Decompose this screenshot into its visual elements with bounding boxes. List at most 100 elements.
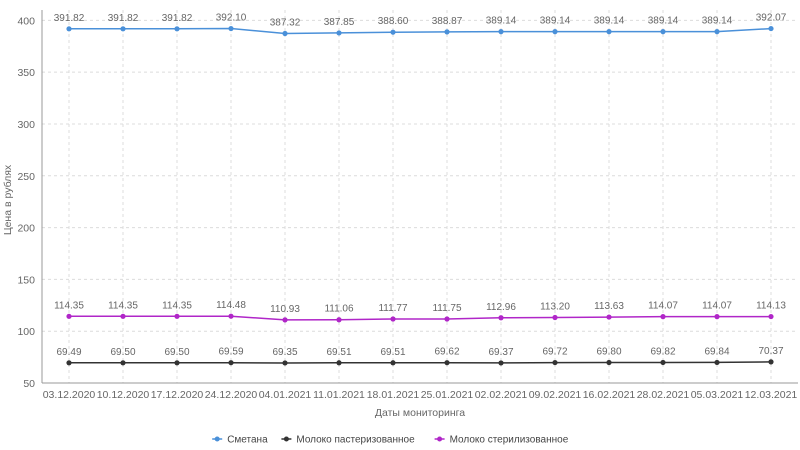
data-point [444, 316, 450, 322]
legend-label: Сметана [227, 435, 268, 446]
data-label: 392.10 [216, 13, 247, 24]
y-tick-label: 300 [17, 119, 35, 131]
data-point [606, 29, 612, 35]
data-label: 69.62 [434, 347, 459, 358]
x-tick-label: 16.02.2021 [583, 389, 636, 401]
data-label: 389.14 [702, 16, 733, 27]
data-label: 114.48 [216, 300, 246, 311]
data-label: 392.07 [756, 13, 787, 24]
data-label: 111.77 [378, 303, 408, 314]
x-tick-label: 28.02.2021 [637, 389, 690, 401]
x-tick-label: 11.01.2021 [313, 389, 365, 401]
data-label: 111.75 [432, 303, 462, 314]
data-point [714, 29, 720, 35]
legend: Сметана Молоко пастеризованное Молоко стер… [212, 435, 569, 446]
series-line [69, 27, 772, 35]
data-label: 114.07 [648, 301, 678, 312]
data-point [498, 360, 504, 366]
x-tick-label: 02.02.2021 [475, 389, 528, 401]
legend-marker [437, 436, 443, 442]
x-tick-label: 25.01.2021 [421, 389, 474, 401]
data-point [282, 30, 288, 37]
y-axis-title: Цена в рублях [2, 164, 14, 235]
axes: 50 100 150 200 250 300 350 400 03.12.2020 10.12.2… [17, 10, 798, 401]
data-point [336, 317, 342, 323]
legend-label: Молоко стерилизованное [450, 435, 569, 446]
series-line [69, 315, 771, 321]
y-tick-label: 400 [17, 15, 35, 27]
data-label: 113.63 [594, 301, 624, 312]
data-point [606, 314, 612, 320]
data-label: 113.20 [540, 302, 570, 313]
data-label: 387.32 [270, 17, 301, 28]
data-label: 387.85 [324, 17, 355, 28]
x-tick-label: 10.12.2020 [97, 389, 150, 401]
data-label: 69.51 [380, 347, 405, 358]
data-label: 112.96 [486, 302, 516, 313]
data-label: 69.49 [56, 347, 81, 358]
data-point [66, 26, 72, 32]
data-label: 391.82 [162, 13, 193, 24]
data-point [552, 359, 558, 366]
data-point [120, 26, 126, 32]
data-label: 389.14 [486, 16, 517, 27]
data-label: 69.50 [164, 347, 189, 358]
data-label: 69.50 [110, 347, 135, 358]
series-layer [66, 25, 774, 366]
data-label: 69.59 [218, 347, 243, 358]
data-point [66, 360, 72, 366]
data-point [174, 360, 180, 366]
data-point [660, 314, 666, 320]
data-point [768, 359, 774, 365]
data-point [120, 313, 126, 319]
data-point [444, 29, 450, 35]
data-label: 389.14 [540, 16, 571, 27]
data-labels: 391.82 391.82 391.82 392.10 387.32 387.85 388.… [54, 13, 787, 358]
data-point [714, 314, 720, 320]
data-point [552, 29, 558, 35]
data-point [714, 359, 720, 366]
grid [42, 10, 798, 383]
data-point [228, 25, 234, 32]
y-tick-label: 100 [17, 326, 35, 338]
y-tick-label: 150 [17, 274, 35, 286]
y-tick-label: 200 [17, 223, 35, 235]
data-label: 69.84 [704, 346, 729, 357]
legend-item: Молоко стерилизованное [434, 435, 569, 446]
data-label: 110.93 [270, 304, 300, 315]
data-point [390, 29, 396, 35]
x-tick-label: 17.12.2020 [151, 389, 204, 401]
legend-item: Сметана [212, 435, 268, 446]
data-label: 69.51 [326, 347, 351, 358]
series-line [69, 361, 772, 364]
y-tick-label: 50 [23, 378, 35, 390]
data-point [282, 317, 288, 323]
y-tick-label: 250 [17, 171, 35, 183]
x-tick-label: 05.03.2021 [691, 389, 744, 401]
data-label: 389.14 [648, 16, 679, 27]
data-label: 389.14 [594, 16, 625, 27]
data-point [498, 315, 504, 321]
x-tick-label: 09.02.2021 [529, 389, 582, 401]
data-label: 69.72 [542, 347, 567, 358]
data-point [390, 360, 396, 366]
data-point [336, 360, 342, 366]
data-point [228, 360, 234, 366]
x-tick-label: 04.01.2021 [259, 389, 312, 401]
legend-item: Молоко пастеризованное [281, 435, 415, 446]
data-label: 114.35 [54, 300, 84, 311]
data-label: 69.37 [488, 347, 513, 358]
data-point [120, 360, 126, 366]
data-point [228, 313, 234, 319]
data-label: 114.35 [162, 300, 192, 311]
data-point [498, 29, 504, 35]
data-label: 69.80 [596, 346, 621, 357]
y-tick-label: 350 [17, 67, 35, 79]
data-point [444, 360, 450, 366]
data-label: 391.82 [108, 13, 139, 24]
data-point [768, 25, 774, 32]
data-point [660, 359, 666, 366]
data-label: 70.37 [758, 346, 783, 357]
data-point [660, 29, 666, 35]
